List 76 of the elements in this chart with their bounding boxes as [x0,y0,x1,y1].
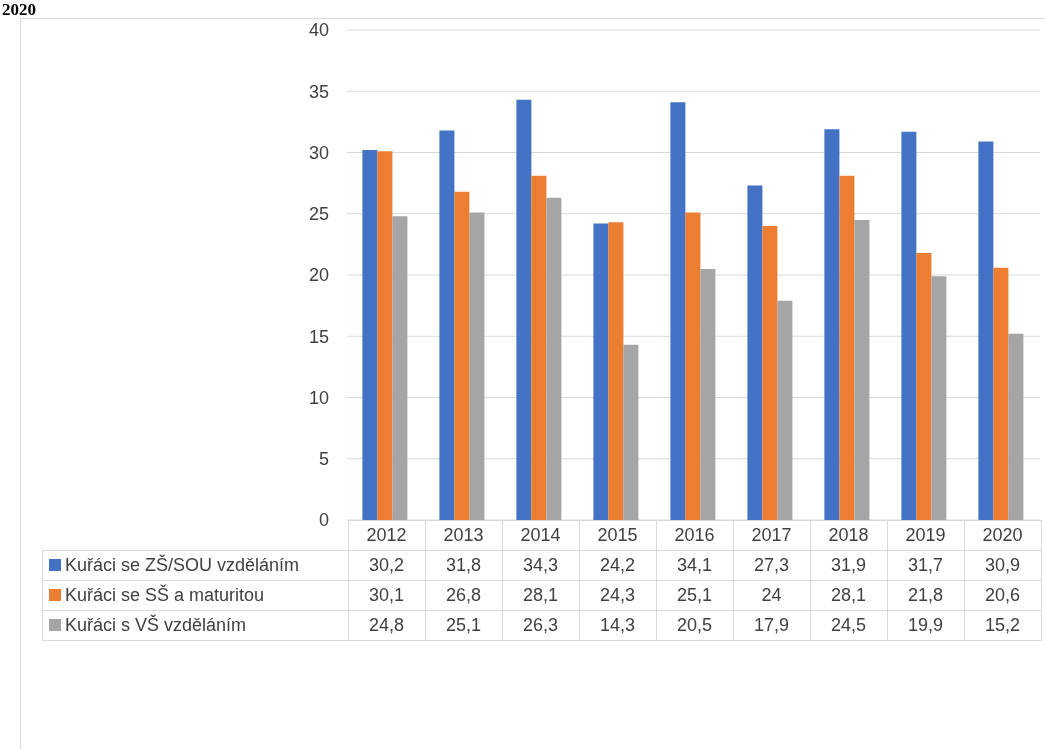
bar [700,268,716,520]
legend-label: Kuřáci s VŠ vzděláním [42,610,348,641]
data-label: 34,3 [502,550,579,581]
bar [685,212,701,520]
data-label: 24 [733,580,810,611]
bar [608,222,624,520]
y-tick-label: 35 [308,81,329,102]
data-label: 30,1 [348,580,425,611]
data-label: 28,1 [810,580,887,611]
data-label: 34,1 [656,550,733,581]
bar [901,131,917,520]
x-tick-label: 2018 [810,520,887,551]
data-label: 17,9 [733,610,810,641]
data-label: 26,8 [425,580,502,611]
y-tick-label: 20 [308,265,329,286]
data-label: 31,8 [425,550,502,581]
bar [978,141,994,520]
bar [916,252,932,520]
bar [670,102,686,520]
x-tick-label: 2014 [502,520,579,551]
data-label: 20,6 [964,580,1041,611]
y-tick-label: 15 [308,326,329,347]
bar [762,226,778,520]
data-label: 26,3 [502,610,579,641]
x-tick-label: 2019 [887,520,964,551]
data-label: 19,9 [887,610,964,641]
data-label: 28,1 [502,580,579,611]
legend-label: Kuřáci se SŠ a maturitou [42,580,348,611]
y-tick-label: 40 [308,20,329,41]
legend-label: Kuřáci se ZŠ/SOU vzděláním [42,550,348,581]
data-label: 30,9 [964,550,1041,581]
bar [392,216,408,520]
y-tick-label: 30 [308,142,329,163]
data-label: 24,5 [810,610,887,641]
y-tick-label: 0 [318,510,329,531]
bar [854,219,870,520]
data-label: 25,1 [425,610,502,641]
y-tick-label: 25 [308,204,329,225]
data-label: 27,3 [733,550,810,581]
bar [623,344,639,520]
bar [824,129,840,520]
bar [546,197,562,520]
data-label: 14,3 [579,610,656,641]
x-tick-label: 2017 [733,520,810,551]
data-label: 20,5 [656,610,733,641]
bar [1008,333,1024,520]
data-label: 25,1 [656,580,733,611]
data-label: 30,2 [348,550,425,581]
bar [531,175,547,520]
data-label: 24,2 [579,550,656,581]
bar [747,185,763,520]
bar [454,191,470,520]
bar [593,223,609,520]
bar [777,300,793,520]
data-label: 24,3 [579,580,656,611]
bar [993,267,1009,520]
x-tick-label: 2012 [348,520,425,551]
y-tick-label: 10 [308,387,329,408]
data-label: 15,2 [964,610,1041,641]
x-tick-label: 2020 [964,520,1041,551]
x-tick-label: 2015 [579,520,656,551]
bar [839,175,855,520]
bar [516,99,532,520]
text: 2020 [2,0,36,20]
bar [362,150,378,520]
data-label: 24,8 [348,610,425,641]
x-tick-label: 2013 [425,520,502,551]
bar [469,212,485,520]
data-label: 31,9 [810,550,887,581]
bar [377,151,393,520]
y-tick-label: 5 [318,449,329,470]
bar [931,276,947,520]
x-tick-label: 2016 [656,520,733,551]
bar [439,130,455,520]
data-label: 31,7 [887,550,964,581]
data-label: 21,8 [887,580,964,611]
